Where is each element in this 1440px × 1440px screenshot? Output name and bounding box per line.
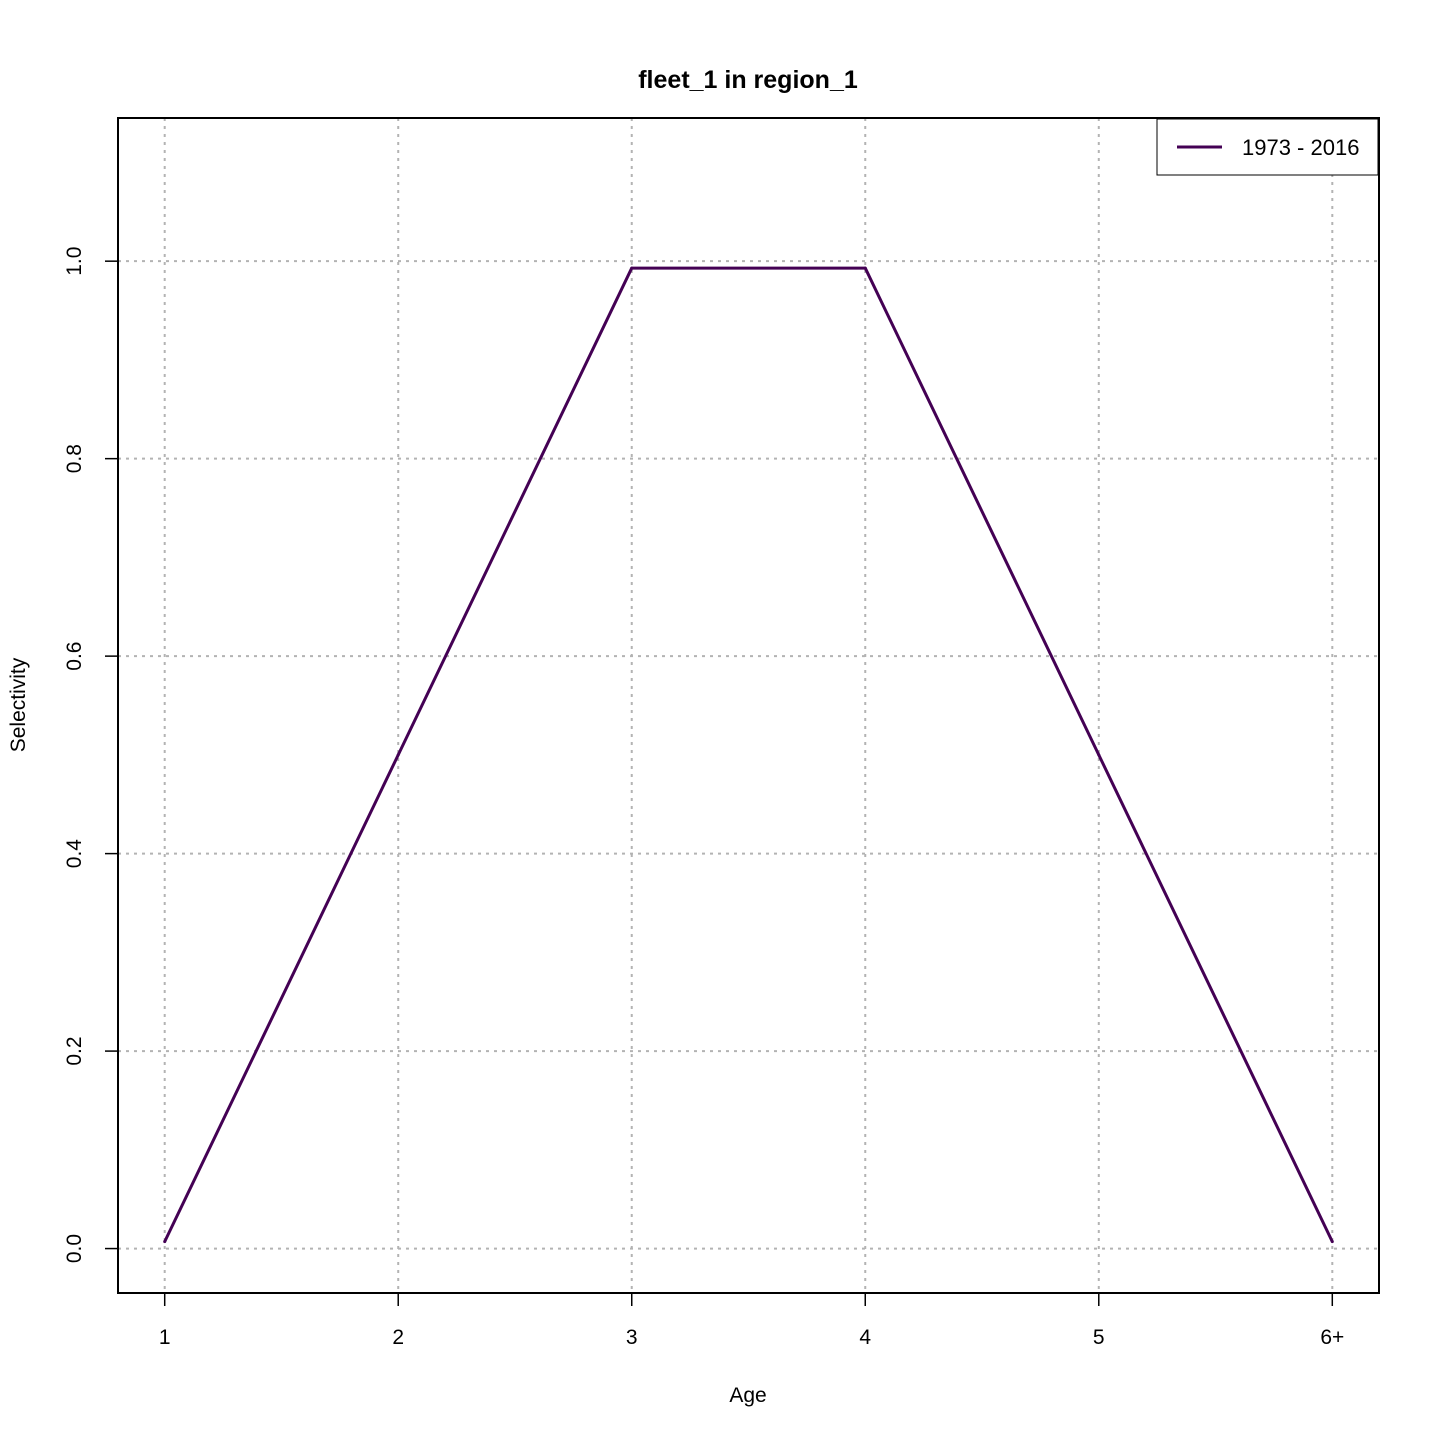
data-point bbox=[1330, 1240, 1334, 1244]
y-tick-label: 0.2 bbox=[63, 1036, 86, 1065]
x-tick-label: 2 bbox=[392, 1326, 404, 1349]
data-point bbox=[396, 753, 400, 757]
data-point bbox=[863, 266, 867, 270]
y-axis: 0.0 0.2 0.4 0.6 0.8 1.0 bbox=[63, 247, 118, 1263]
data-point bbox=[163, 1240, 167, 1244]
x-tick-label: 5 bbox=[1093, 1326, 1105, 1349]
legend: 1973 - 2016 bbox=[1156, 118, 1379, 176]
series-line bbox=[163, 266, 1334, 1243]
series-layer bbox=[163, 266, 1334, 1244]
y-tick-label: 0.6 bbox=[63, 642, 86, 671]
legend-label: 1973 - 2016 bbox=[1242, 135, 1359, 160]
y-tick-label: 0.0 bbox=[63, 1234, 86, 1263]
y-tick-label: 0.8 bbox=[63, 444, 86, 473]
x-tick-label: 1 bbox=[159, 1326, 171, 1349]
data-point bbox=[1097, 753, 1101, 757]
y-axis-label: Selectivity bbox=[7, 657, 30, 752]
y-tick-label: 1.0 bbox=[63, 247, 86, 276]
data-point bbox=[630, 266, 634, 270]
x-axis: 1 2 3 4 5 6+ bbox=[159, 1292, 1344, 1349]
x-tick-label: 4 bbox=[859, 1326, 871, 1349]
plot-frame bbox=[117, 117, 1380, 1294]
x-axis-label: Age bbox=[729, 1384, 766, 1407]
x-tick-label: 6+ bbox=[1320, 1326, 1344, 1349]
y-tick-label: 0.4 bbox=[63, 839, 86, 869]
grid-lines bbox=[118, 118, 1379, 1293]
x-tick-label: 3 bbox=[626, 1326, 638, 1349]
chart-title: fleet_1 in region_1 bbox=[638, 66, 858, 94]
